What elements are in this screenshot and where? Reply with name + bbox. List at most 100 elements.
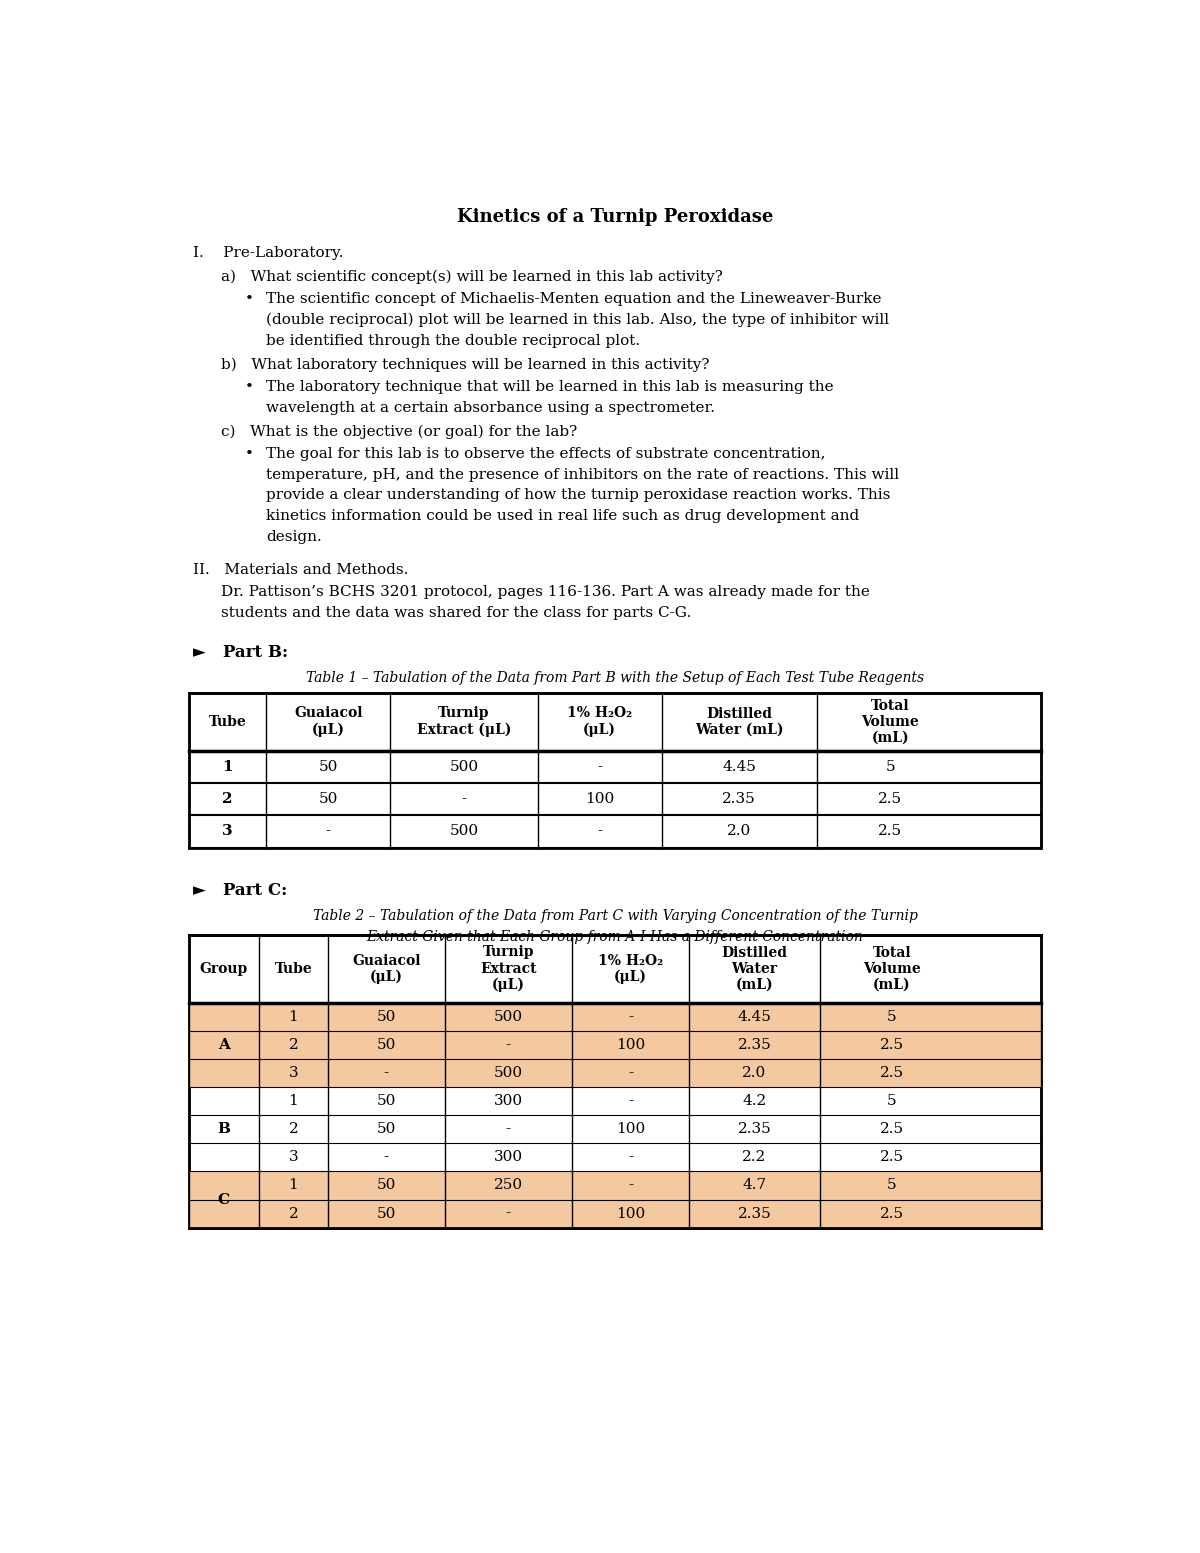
Text: 500: 500 [494,1065,523,1079]
Text: -: - [596,825,602,839]
Text: Total
Volume
(mL): Total Volume (mL) [863,946,920,992]
Text: c)   What is the objective (or goal) for the lab?: c) What is the objective (or goal) for t… [221,424,577,438]
Text: -: - [384,1151,389,1165]
Text: •: • [245,447,253,461]
Text: 1: 1 [288,1179,299,1193]
Text: wavelength at a certain absorbance using a spectrometer.: wavelength at a certain absorbance using… [266,401,715,415]
Text: •: • [245,380,253,394]
Text: Guaiacol
(μL): Guaiacol (μL) [294,707,362,738]
Text: 1: 1 [288,1095,299,1109]
Text: -: - [628,1151,634,1165]
Text: (double reciprocal) plot will be learned in this lab. Also, the type of inhibito: (double reciprocal) plot will be learned… [266,312,889,328]
Text: ►   Part C:: ► Part C: [193,882,287,899]
Text: 100: 100 [616,1207,646,1221]
Text: 4.7: 4.7 [743,1179,767,1193]
Text: 3: 3 [288,1151,298,1165]
Text: 2.5: 2.5 [880,1151,904,1165]
Text: 4.2: 4.2 [743,1095,767,1109]
Text: 50: 50 [377,1207,396,1221]
Text: 2.5: 2.5 [880,1207,904,1221]
Text: •: • [245,292,253,306]
Text: 5: 5 [887,1095,896,1109]
Bar [188,1171,1042,1227]
Text: Group: Group [199,961,247,975]
Text: Turnip
Extract
(μL): Turnip Extract (μL) [480,946,536,992]
Text: temperature, pH, and the presence of inhibitors on the rate of reactions. This w: temperature, pH, and the presence of inh… [266,467,899,481]
Text: 1: 1 [288,1009,299,1023]
Text: 2: 2 [288,1037,299,1051]
Text: 2.35: 2.35 [722,792,756,806]
Text: I.    Pre-Laboratory.: I. Pre-Laboratory. [193,247,343,261]
Text: Guaiacol
(μL): Guaiacol (μL) [352,954,421,985]
Text: -: - [628,1179,634,1193]
Text: -: - [628,1095,634,1109]
Bar [188,693,1042,848]
Text: 2.0: 2.0 [743,1065,767,1079]
Text: Dr. Pattison’s BCHS 3201 protocol, pages 116-136. Part A was already made for th: Dr. Pattison’s BCHS 3201 protocol, pages… [221,585,870,599]
Text: B: B [217,1123,230,1137]
Text: 5: 5 [886,759,895,773]
Text: 1% H₂O₂
(μL): 1% H₂O₂ (μL) [598,954,664,985]
Text: Distilled
Water
(mL): Distilled Water (mL) [721,946,787,992]
Text: -: - [461,792,467,806]
Text: 50: 50 [377,1179,396,1193]
Text: -: - [384,1065,389,1079]
Text: 50: 50 [318,792,338,806]
Text: The laboratory technique that will be learned in this lab is measuring the: The laboratory technique that will be le… [266,380,834,394]
Text: 2.35: 2.35 [738,1123,772,1137]
Text: 500: 500 [494,1009,523,1023]
Bar [188,1003,1042,1087]
Text: 1: 1 [222,759,233,773]
Text: 2.0: 2.0 [727,825,751,839]
Text: 300: 300 [494,1151,523,1165]
Text: C: C [217,1193,229,1207]
Text: A: A [217,1037,229,1051]
Text: The scientific concept of Michaelis-Menten equation and the Lineweaver-Burke: The scientific concept of Michaelis-Ment… [266,292,882,306]
Text: 100: 100 [616,1123,646,1137]
Text: 50: 50 [377,1123,396,1137]
Text: Total
Volume
(mL): Total Volume (mL) [862,699,919,745]
Text: 50: 50 [377,1009,396,1023]
Text: a)   What scientific concept(s) will be learned in this lab activity?: a) What scientific concept(s) will be le… [221,270,724,284]
Text: 50: 50 [377,1037,396,1051]
Text: -: - [596,759,602,773]
Text: 50: 50 [377,1095,396,1109]
Text: 2.35: 2.35 [738,1037,772,1051]
Text: 500: 500 [449,825,479,839]
Text: be identified through the double reciprocal plot.: be identified through the double recipro… [266,334,641,348]
Text: -: - [506,1207,511,1221]
Text: 250: 250 [494,1179,523,1193]
Text: students and the data was shared for the class for parts C-G.: students and the data was shared for the… [221,606,691,620]
Text: Kinetics of a Turnip Peroxidase: Kinetics of a Turnip Peroxidase [457,208,773,225]
Bar [188,935,1042,1227]
Text: 5: 5 [887,1179,896,1193]
Text: Table 2 – Tabulation of the Data from Part C with Varying Concentration of the T: Table 2 – Tabulation of the Data from Pa… [312,909,918,922]
Text: 2.5: 2.5 [878,792,902,806]
Text: 2.5: 2.5 [880,1037,904,1051]
Text: 50: 50 [318,759,338,773]
Text: The goal for this lab is to observe the effects of substrate concentration,: The goal for this lab is to observe the … [266,447,826,461]
Text: 2: 2 [288,1123,299,1137]
Text: 2: 2 [222,792,233,806]
Text: 2.5: 2.5 [880,1123,904,1137]
Text: 2.5: 2.5 [878,825,902,839]
Text: 1% H₂O₂
(μL): 1% H₂O₂ (μL) [566,707,632,738]
Text: kinetics information could be used in real life such as drug development and: kinetics information could be used in re… [266,509,859,523]
Text: 100: 100 [616,1037,646,1051]
Text: Table 1 – Tabulation of the Data from Part B with the Setup of Each Test Tube Re: Table 1 – Tabulation of the Data from Pa… [306,671,924,685]
Text: Tube: Tube [209,714,246,728]
Text: 2: 2 [288,1207,299,1221]
Text: 2.2: 2.2 [743,1151,767,1165]
Text: 500: 500 [449,759,479,773]
Text: Tube: Tube [275,961,312,975]
Text: 3: 3 [222,825,233,839]
Text: 2.35: 2.35 [738,1207,772,1221]
Text: design.: design. [266,530,322,544]
Text: Distilled
Water (mL): Distilled Water (mL) [695,707,784,736]
Text: b)   What laboratory techniques will be learned in this activity?: b) What laboratory techniques will be le… [221,357,710,371]
Text: -: - [628,1009,634,1023]
Text: -: - [628,1065,634,1079]
Text: Extract Given that Each Group from A-I Has a Different Concentration: Extract Given that Each Group from A-I H… [366,930,864,944]
Text: -: - [506,1037,511,1051]
Text: 4.45: 4.45 [722,759,756,773]
